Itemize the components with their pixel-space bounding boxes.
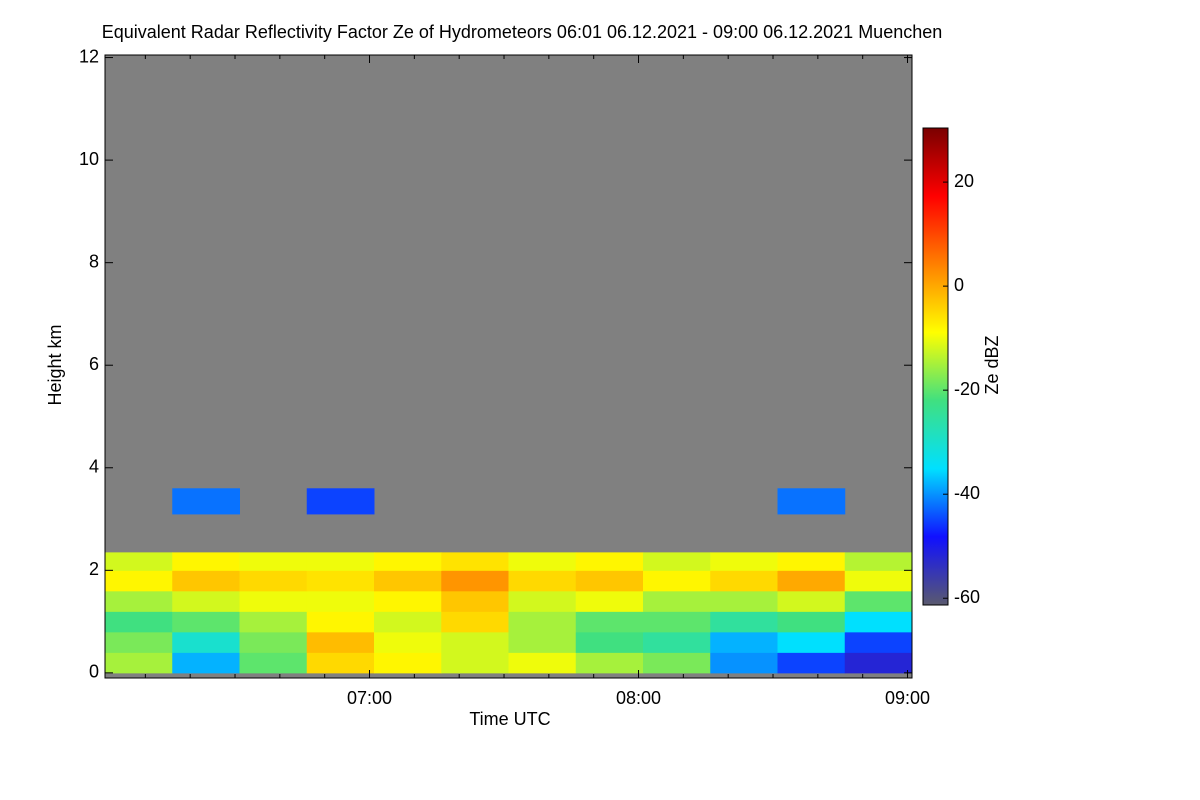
heatmap-cell <box>441 590 509 612</box>
heatmap-cell <box>374 570 442 592</box>
heatmap-cell <box>508 611 577 633</box>
heatmap-cell <box>374 552 442 571</box>
heatmap-cell <box>441 570 509 592</box>
heatmap-cell <box>172 631 240 653</box>
heatmap-cell <box>105 652 173 674</box>
y-tick-label: 0 <box>89 662 99 682</box>
heatmap-cell <box>441 652 509 674</box>
heatmap-cell <box>105 570 173 592</box>
heatmap-cell <box>441 631 509 653</box>
plot-frame <box>104 54 913 679</box>
colorbar-tick-label: 20 <box>954 171 974 191</box>
heatmap-cell <box>105 552 173 571</box>
heatmap-cell <box>844 652 913 674</box>
y-tick-label: 6 <box>89 354 99 374</box>
heatmap-cell <box>508 631 577 653</box>
heatmap-cell <box>844 552 913 571</box>
heatmap-cell <box>239 552 308 571</box>
heatmap-cell <box>306 488 375 515</box>
heatmap-cell <box>172 590 240 612</box>
y-tick-label: 10 <box>79 149 99 169</box>
heatmap-cell <box>306 631 375 653</box>
heatmap-cell <box>374 652 442 674</box>
heatmap-cell <box>710 570 778 592</box>
heatmap-cell <box>239 631 308 653</box>
heatmap-cell <box>575 590 644 612</box>
heatmap-cell <box>710 652 778 674</box>
heatmap-cell <box>306 552 375 571</box>
heatmap-cell <box>105 631 173 653</box>
heatmap-cell <box>643 590 711 612</box>
colorbar-label: Ze dBZ <box>982 335 1002 394</box>
chart-title: Equivalent Radar Reflectivity Factor Ze … <box>102 22 943 42</box>
heatmap-cell <box>508 570 577 592</box>
heatmap-cell <box>844 611 913 633</box>
heatmap-cell <box>777 611 846 633</box>
heatmap-cell <box>306 590 375 612</box>
y-axis-label: Height km <box>45 324 65 405</box>
heatmap-cell <box>575 570 644 592</box>
heatmap-cell <box>172 652 240 674</box>
heatmap-cell <box>374 590 442 612</box>
heatmap-cell <box>105 590 173 612</box>
heatmap-cell <box>306 570 375 592</box>
heatmap-cell <box>643 631 711 653</box>
colorbar <box>922 127 949 606</box>
heatmap-cell <box>777 652 846 674</box>
colorbar-tick-label: 0 <box>954 275 964 295</box>
heatmap-cell <box>777 631 846 653</box>
colorbar-tick-label: -40 <box>954 483 980 503</box>
heatmap-cell <box>575 652 644 674</box>
heatmap-cell <box>172 488 240 515</box>
y-tick-label: 4 <box>89 457 99 477</box>
heatmap-cell <box>575 611 644 633</box>
heatmap-cell <box>239 570 308 592</box>
x-tick-label: 09:00 <box>885 688 930 708</box>
heatmap-cell <box>575 631 644 653</box>
colorbar-tick-label: -20 <box>954 379 980 399</box>
heatmap-cell <box>508 590 577 612</box>
heatmap-cell <box>710 590 778 612</box>
heatmap-cell <box>643 570 711 592</box>
heatmap-cell <box>239 611 308 633</box>
heatmap-cell <box>508 652 577 674</box>
heatmap-cell <box>374 611 442 633</box>
heatmap-cell <box>172 570 240 592</box>
heatmap-cell <box>239 590 308 612</box>
x-tick-label: 08:00 <box>616 688 661 708</box>
heatmap-cell <box>777 590 846 612</box>
heatmap-cell <box>777 552 846 571</box>
heatmap-cell <box>643 652 711 674</box>
x-axis-label: Time UTC <box>469 709 550 729</box>
heatmap-cell <box>441 611 509 633</box>
heatmap-cell <box>306 652 375 674</box>
heatmap-cell <box>306 611 375 633</box>
colorbar-tick-label: -60 <box>954 587 980 607</box>
heatmap-cell <box>643 552 711 571</box>
heatmap-cell <box>643 611 711 633</box>
x-tick-label: 07:00 <box>347 688 392 708</box>
heatmap-cell <box>710 552 778 571</box>
heatmap-cell <box>575 552 644 571</box>
heatmap-cell <box>172 611 240 633</box>
y-tick-label: 12 <box>79 46 99 66</box>
heatmap-cell <box>844 570 913 592</box>
heatmap-cell <box>374 631 442 653</box>
heatmap-cell <box>844 631 913 653</box>
y-tick-label: 2 <box>89 559 99 579</box>
heatmap-cell <box>239 652 308 674</box>
heatmap-cell <box>710 611 778 633</box>
y-tick-label: 8 <box>89 251 99 271</box>
heatmap-cell <box>441 552 509 571</box>
heatmap-cell <box>508 552 577 571</box>
heatmap-cell <box>172 552 240 571</box>
heatmap-cell <box>105 611 173 633</box>
heatmap-cell <box>710 631 778 653</box>
heatmap-cell <box>777 488 846 515</box>
heatmap-cell <box>777 570 846 592</box>
heatmap-cell <box>844 590 913 612</box>
